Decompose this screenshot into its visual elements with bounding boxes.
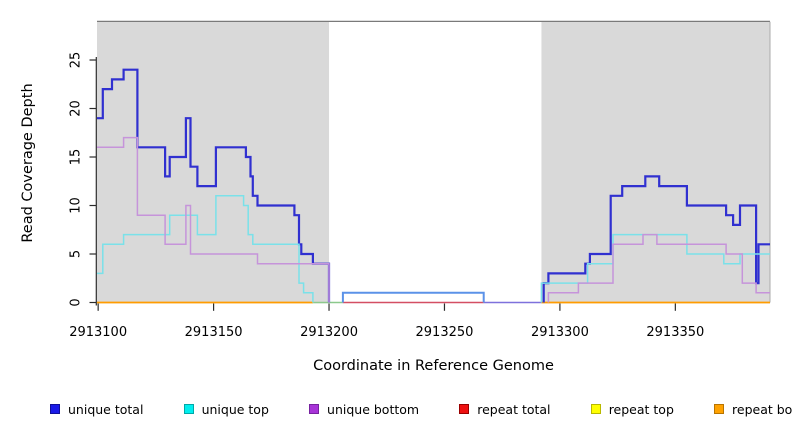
y-tick-label-0: 0 [69, 298, 84, 306]
legend-label: repeat total [477, 401, 551, 417]
legend-label: unique top [201, 401, 269, 417]
legend-swatch-icon [459, 404, 470, 414]
legend-item-unique-bottom: unique bottom [309, 402, 419, 417]
legend-swatch-icon [50, 404, 60, 414]
legend-swatch-icon [714, 404, 725, 414]
x-tick-label-2913200: 2913200 [300, 325, 358, 340]
series-line-unique-bottom-left [97, 136, 330, 303]
y-tick-label-15: 15 [69, 149, 84, 166]
x-tick-label-2913100: 2913100 [69, 325, 127, 340]
legend-label: unique bottom [327, 401, 420, 417]
legend-item-repeat-top: repeat top [590, 401, 674, 417]
left-shaded-region [97, 21, 330, 304]
x-tick-label-2913350: 2913350 [646, 325, 704, 340]
series-line-unique-total-left [97, 68, 331, 303]
x-tick-label-2913250: 2913250 [416, 325, 474, 340]
y-axis-title: Read Coverage Depth [20, 83, 36, 243]
legend-label: repeat bottom [732, 401, 792, 417]
series-line-unique-bottom-right [547, 233, 770, 303]
chart-canvas: 0 5 10 15 20 25 2913100 2913150 2913200 2913250 29… [69, 20, 771, 340]
x-axis-title: Coordinate in Reference Genome [313, 358, 554, 374]
y-tick-label-10: 10 [69, 197, 84, 214]
y-tick-label-25: 25 [69, 52, 84, 69]
legend: unique total unique top unique bottom repea… [0, 394, 792, 424]
x-tick-label-2913150: 2913150 [185, 325, 243, 340]
y-tick-label-20: 20 [69, 100, 84, 117]
legend-swatch-icon [183, 404, 194, 414]
legend-item-repeat-bottom: repeat bottom [714, 402, 792, 417]
x-tick-label-2913300: 2913300 [531, 325, 589, 340]
right-shaded-region [541, 21, 770, 304]
legend-item-unique-top: unique top [183, 401, 269, 417]
legend-label: unique total [68, 401, 144, 417]
series-line-unique-top-left [97, 195, 314, 303]
legend-label: repeat top [608, 401, 674, 417]
series-line-unique-total-gap [341, 291, 485, 303]
legend-item-unique-total: unique total [50, 402, 143, 417]
legend-swatch-icon [309, 404, 320, 414]
legend-item-repeat-total: repeat total [459, 401, 551, 417]
series-line-unique-total-right [542, 175, 770, 303]
legend-swatch-icon [590, 404, 601, 414]
y-tick-label-5: 5 [69, 250, 84, 258]
